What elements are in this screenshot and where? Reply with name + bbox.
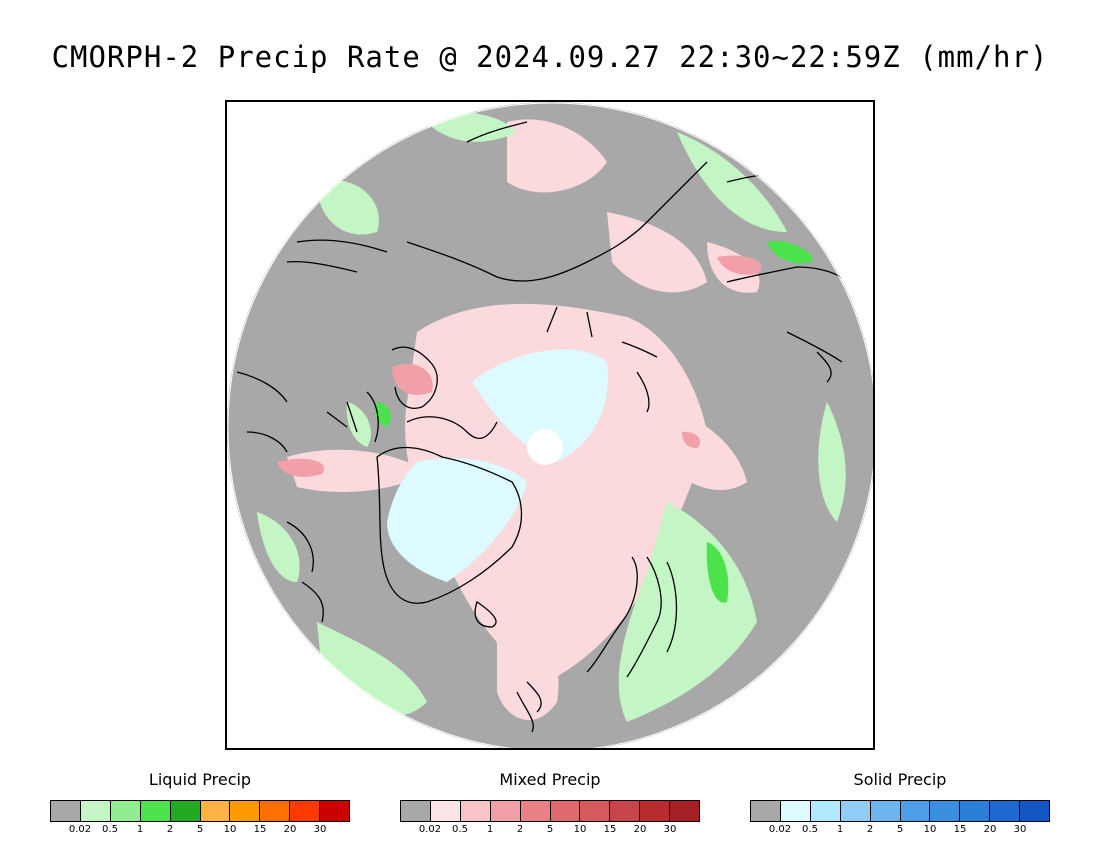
legend-swatch <box>80 801 111 821</box>
legend-tick: 30 <box>663 824 677 835</box>
legend-swatch <box>490 801 521 821</box>
legend-liquid-precip: Liquid Precip 0.02 0.5 1 2 5 10 15 20 30 <box>50 770 350 838</box>
legend-swatch <box>870 801 901 821</box>
legend-tick: 20 <box>983 824 997 835</box>
legend-tick: 2 <box>166 824 174 835</box>
legend-tick: 0.5 <box>802 824 818 835</box>
legend-swatch <box>401 801 431 821</box>
legend-tick: 1 <box>486 824 494 835</box>
legend-tick: 0.5 <box>102 824 118 835</box>
legend-swatch <box>780 801 811 821</box>
legend-tick: 5 <box>546 824 554 835</box>
legend-tick: 20 <box>633 824 647 835</box>
legend-swatch <box>610 801 641 821</box>
legend-tick: 15 <box>603 824 617 835</box>
legend-tick: 20 <box>283 824 297 835</box>
legend-tick: 1 <box>136 824 144 835</box>
legend-swatch <box>520 801 551 821</box>
legend-mixed-precip: Mixed Precip 0.02 0.5 1 2 5 10 15 20 30 <box>400 770 700 838</box>
map-disk-edge <box>227 102 873 748</box>
map-title: CMORPH-2 Precip Rate @ 2024.09.27 22:30~… <box>51 40 1049 74</box>
legend-tick: 15 <box>953 824 967 835</box>
legend-tick: 0.5 <box>452 824 468 835</box>
legend-swatch <box>840 801 871 821</box>
solid-precip-areas <box>387 349 608 582</box>
legend-title: Solid Precip <box>853 770 947 789</box>
mixed-precip-moderate <box>277 255 762 477</box>
legend-swatch <box>51 801 81 821</box>
liquid-precip-heavy <box>375 241 813 603</box>
liquid-precip-areas <box>257 112 846 722</box>
pole-data-gap <box>527 429 563 465</box>
legend-swatch <box>430 801 461 821</box>
legend-swatch <box>320 801 350 821</box>
legend-swatch <box>110 801 141 821</box>
legend-tick: 10 <box>223 824 237 835</box>
legend-ticks: 0.02 0.5 1 2 5 10 15 20 30 <box>400 824 700 838</box>
legend-swatch <box>460 801 491 821</box>
legend-tick: 15 <box>253 824 267 835</box>
legend-swatch <box>990 801 1021 821</box>
legend-swatch <box>170 801 201 821</box>
legend-swatch <box>230 801 261 821</box>
polar-precip-map <box>227 102 873 748</box>
legend-solid-precip: Solid Precip 0.02 0.5 1 2 5 10 15 20 30 <box>750 770 1050 838</box>
legend-swatch <box>670 801 700 821</box>
legend-swatch <box>810 801 841 821</box>
legend-swatch <box>960 801 991 821</box>
legend-tick: 30 <box>313 824 327 835</box>
legend-swatch <box>900 801 931 821</box>
legend-swatch <box>200 801 231 821</box>
legend-swatch <box>290 801 321 821</box>
legend-color-bar <box>750 800 1050 822</box>
legend-tick: 0.02 <box>418 824 442 835</box>
legend-tick: 5 <box>196 824 204 835</box>
legend-title: Mixed Precip <box>499 770 601 789</box>
legend-swatch <box>1020 801 1050 821</box>
legend-tick: 30 <box>1013 824 1027 835</box>
legend-swatch <box>140 801 171 821</box>
legend-swatch <box>640 801 671 821</box>
legend-ticks: 0.02 0.5 1 2 5 10 15 20 30 <box>750 824 1050 838</box>
legend-tick: 1 <box>836 824 844 835</box>
legend-swatch <box>580 801 611 821</box>
legend-title: Liquid Precip <box>148 770 252 789</box>
legend-color-bar <box>400 800 700 822</box>
legend-tick: 5 <box>896 824 904 835</box>
legend-tick: 2 <box>516 824 524 835</box>
legend-tick: 10 <box>573 824 587 835</box>
map-panel <box>225 100 875 750</box>
legend-ticks: 0.02 0.5 1 2 5 10 15 20 30 <box>50 824 350 838</box>
legend-tick: 0.02 <box>768 824 792 835</box>
mixed-precip-areas <box>287 119 760 721</box>
coastlines <box>236 121 848 733</box>
legend-swatch <box>751 801 781 821</box>
legend-swatch <box>550 801 581 821</box>
legend-swatch <box>930 801 961 821</box>
legend-swatch <box>260 801 291 821</box>
legend-tick: 2 <box>866 824 874 835</box>
legend-tick: 0.02 <box>68 824 92 835</box>
legend-color-bar <box>50 800 350 822</box>
legend-tick: 10 <box>923 824 937 835</box>
